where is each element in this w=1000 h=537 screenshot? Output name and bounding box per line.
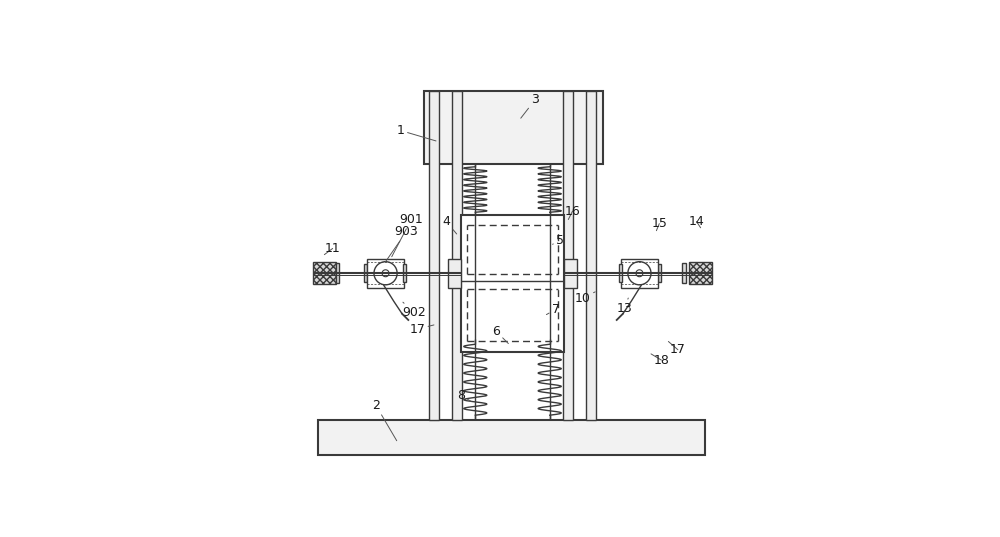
Bar (367, 259, 404, 288)
Text: 15: 15 (651, 217, 667, 231)
Bar (682, 263, 686, 283)
Text: 1: 1 (397, 124, 436, 141)
Bar (461, 215, 564, 352)
Bar (429, 91, 439, 420)
Bar (621, 259, 658, 288)
Bar (658, 264, 661, 282)
Text: 13: 13 (616, 298, 632, 315)
Bar (336, 263, 339, 283)
Bar (364, 264, 367, 282)
Bar (318, 420, 705, 455)
Bar (424, 91, 603, 164)
Text: 2: 2 (372, 399, 397, 441)
Bar (564, 259, 577, 288)
Bar (452, 91, 462, 420)
Text: 901: 901 (392, 213, 423, 257)
Text: 6: 6 (492, 325, 508, 344)
Bar (689, 262, 712, 285)
Text: 10: 10 (575, 292, 595, 304)
Bar (586, 91, 596, 420)
Text: 3: 3 (521, 93, 539, 118)
Bar (619, 264, 622, 282)
Text: 18: 18 (651, 353, 669, 367)
Bar (563, 91, 573, 420)
Text: 14: 14 (689, 215, 704, 228)
Text: 5: 5 (553, 234, 564, 246)
Bar (313, 262, 336, 285)
Text: 16: 16 (565, 205, 580, 220)
Text: 902: 902 (402, 302, 426, 319)
Text: 17: 17 (409, 323, 434, 336)
Text: 7: 7 (546, 303, 560, 316)
Bar (448, 259, 461, 288)
Bar (403, 264, 406, 282)
Text: 903: 903 (386, 226, 418, 262)
Text: 11: 11 (324, 242, 341, 255)
Text: 8: 8 (457, 389, 471, 402)
Text: 4: 4 (442, 215, 457, 234)
Text: 17: 17 (668, 342, 686, 356)
